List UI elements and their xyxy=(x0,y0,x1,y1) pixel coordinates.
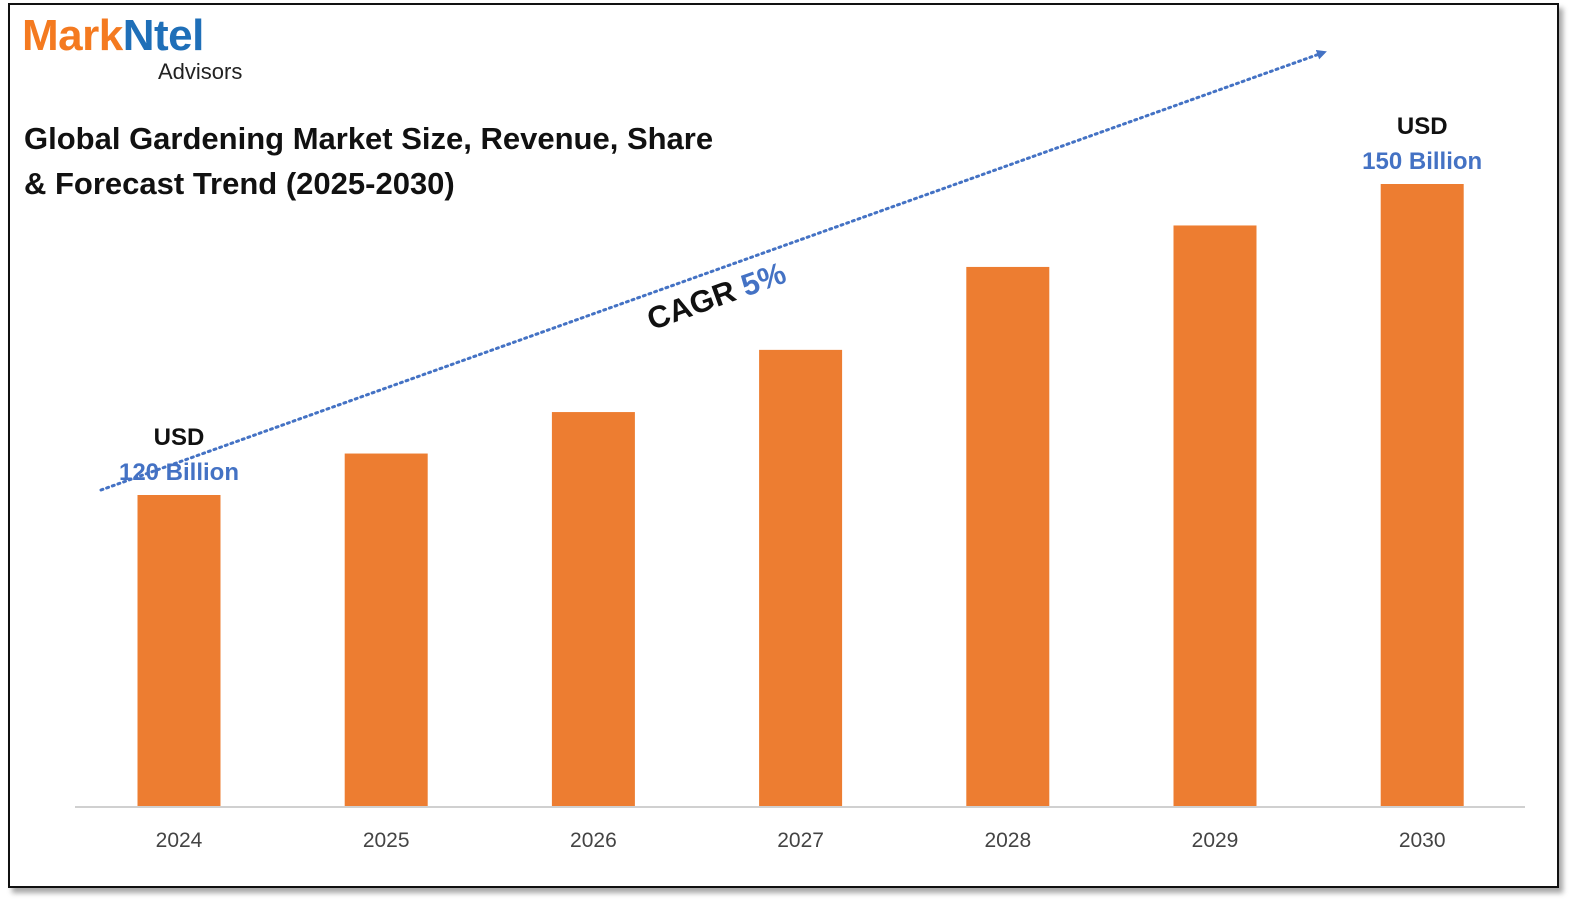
bar-2028 xyxy=(966,266,1050,806)
annotation-value-2024: 120 Billion xyxy=(119,459,239,486)
annotation-value-2030: 150 Billion xyxy=(1362,148,1482,175)
chart-title-line-2: & Forecast Trend (2025-2030) xyxy=(24,166,455,201)
cagr-text: CAGR 5% xyxy=(642,255,790,337)
x-tick-label-2025: 2025 xyxy=(363,829,410,852)
bar-2029 xyxy=(1173,225,1257,806)
bars-group xyxy=(137,184,1464,806)
bar-2025 xyxy=(344,453,428,806)
x-tick-label-2027: 2027 xyxy=(777,829,824,852)
trend-arrow xyxy=(99,49,1327,492)
chart-title: Global Gardening Market Size, Revenue, S… xyxy=(24,116,784,206)
cagr-word: CAGR xyxy=(642,273,740,337)
x-tick-label-2028: 2028 xyxy=(984,829,1031,852)
x-tick-label-2030: 2030 xyxy=(1399,829,1446,852)
x-axis-ticks: 2024 2025 2026 2027 2028 2029 2030 xyxy=(156,829,1446,852)
x-tick-label-2029: 2029 xyxy=(1192,829,1239,852)
bar-2024 xyxy=(137,495,221,806)
x-tick-label-2024: 2024 xyxy=(156,829,203,852)
brand-logo: MarkNtel Advisors xyxy=(22,10,272,85)
bar-2027 xyxy=(759,349,843,806)
annotation-currency-2024: USD xyxy=(154,424,205,451)
bar-2030 xyxy=(1380,184,1464,806)
chart-title-line-1: Global Gardening Market Size, Revenue, S… xyxy=(24,121,714,156)
logo-wordmark: MarkNtel xyxy=(22,11,204,60)
logo-subtitle: Advisors xyxy=(158,59,243,84)
cagr-label: CAGR 5% xyxy=(642,255,790,337)
annotation-currency-2030: USD xyxy=(1397,113,1448,140)
bar-2026 xyxy=(551,412,635,806)
x-tick-label-2026: 2026 xyxy=(570,829,617,852)
data-annotations: USD 120 Billion USD 150 Billion xyxy=(119,113,1482,486)
